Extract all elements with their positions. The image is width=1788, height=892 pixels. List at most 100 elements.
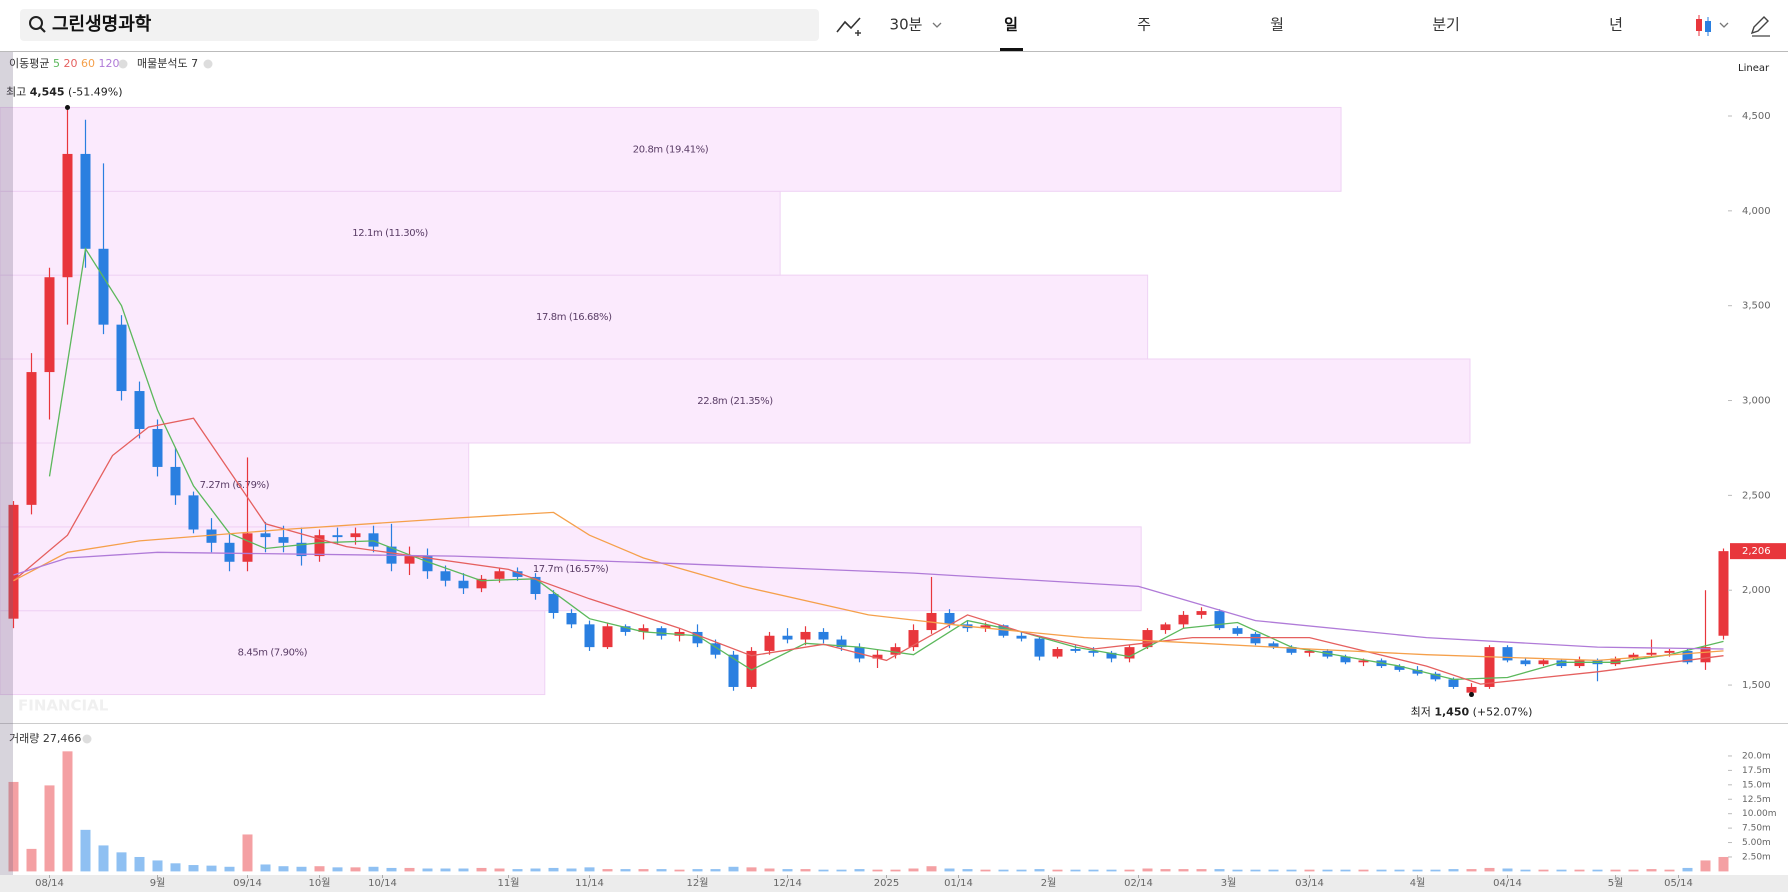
volume-tick-label: 10.00m <box>1742 809 1777 819</box>
volume-bar <box>584 867 595 872</box>
candle-body <box>782 635 793 640</box>
search-text[interactable]: 그린생명과학 <box>52 13 152 35</box>
candle-body <box>1016 635 1027 639</box>
volume-bar <box>854 869 865 872</box>
volume-bar <box>1322 869 1333 872</box>
volume-bar <box>1196 869 1207 872</box>
scale-mode[interactable]: Linear <box>1738 63 1770 74</box>
x-tick-label: 2월 <box>1041 877 1057 889</box>
date-strip <box>0 875 1788 892</box>
selection-overlay <box>0 52 13 875</box>
profile-label: 7.27m (6.79%) <box>200 480 270 491</box>
extreme-dot <box>65 104 70 110</box>
volume-bar <box>332 867 343 872</box>
chart-tool-icon[interactable] <box>836 17 861 33</box>
volume-bar <box>116 852 127 872</box>
candle-body <box>818 631 829 640</box>
volume-tick-label: 20.0m <box>1742 751 1771 761</box>
candle-body <box>1142 630 1153 648</box>
volume-bar <box>818 869 829 872</box>
extreme-change: (-51.49%) <box>68 85 123 98</box>
candle-body <box>1034 638 1045 657</box>
volume-bar <box>296 866 307 872</box>
remove-indicator[interactable] <box>82 734 92 744</box>
x-tick-label: 5월 <box>1608 877 1624 889</box>
candle-body <box>422 556 433 572</box>
profile-bar <box>0 442 470 528</box>
volume-bar <box>1484 867 1495 872</box>
x-tick-label: 09/14 <box>233 878 262 889</box>
candle-body <box>566 612 577 625</box>
profile-label: 8.45m (7.90%) <box>238 648 308 659</box>
candle-body <box>1196 611 1207 615</box>
volume-bar <box>1574 869 1585 872</box>
ma-name: 120 <box>98 57 119 70</box>
interval-button[interactable]: 30분 <box>890 16 923 34</box>
candle-body <box>1718 551 1729 636</box>
volume-bar <box>152 860 163 872</box>
volume-bar <box>350 867 361 872</box>
candle-body <box>98 248 109 325</box>
volume-bar <box>206 865 217 872</box>
watermark: FINANCIAL <box>18 697 109 715</box>
volume-bar <box>836 869 847 872</box>
candle-body <box>1664 650 1675 653</box>
candle-body <box>1484 647 1495 687</box>
candle-body <box>350 533 361 538</box>
candle-body <box>980 625 991 629</box>
volume-tick-label: 7.50m <box>1742 824 1771 834</box>
candle-body <box>548 594 559 613</box>
volume-bar <box>278 866 289 872</box>
volume-bar <box>926 866 937 872</box>
draw-icon[interactable] <box>1750 16 1770 37</box>
extreme-change: (+52.07%) <box>1473 706 1533 719</box>
volume-bar <box>1466 869 1477 872</box>
search-box[interactable] <box>20 9 819 41</box>
candle-body <box>854 647 865 659</box>
candle-body <box>1304 650 1315 653</box>
volume-bar <box>386 867 397 872</box>
candle-body <box>1106 652 1117 659</box>
volume-bar <box>1250 869 1261 872</box>
extreme-label: 최고 4,545 (-51.49%) <box>6 85 123 98</box>
profile-label: 매물분석도 7 <box>137 57 198 70</box>
candle-body <box>656 628 667 636</box>
remove-indicator[interactable] <box>203 59 213 69</box>
volume-bar <box>26 848 37 872</box>
y-tick-label: 2,000 <box>1742 585 1771 596</box>
tab[interactable]: 일 <box>1004 16 1018 34</box>
volume-bar <box>134 856 145 872</box>
x-tick-label: 03/14 <box>1295 878 1324 889</box>
volume-bar <box>1268 869 1279 872</box>
tab[interactable]: 월 <box>1270 16 1284 34</box>
tab[interactable]: 주 <box>1137 16 1151 34</box>
volume-bar <box>944 868 955 872</box>
candle-body <box>800 631 811 640</box>
candle-body <box>512 571 523 577</box>
volume-bar <box>1520 869 1531 872</box>
candle-body <box>620 626 631 632</box>
indicator-legend: 이동평균 5 20 60 120 <box>9 57 119 70</box>
candle-body <box>1358 660 1369 663</box>
candle-body <box>1682 650 1693 663</box>
volume-bar <box>1682 867 1693 872</box>
remove-indicator[interactable] <box>118 59 128 69</box>
candle-body <box>80 153 91 249</box>
y-tick-label: 3,000 <box>1742 396 1771 407</box>
volume-bar <box>440 868 451 872</box>
volume-bar <box>1142 868 1153 872</box>
candle-body <box>404 556 415 564</box>
x-tick-label: 11월 <box>498 877 520 889</box>
candle-body <box>476 578 487 589</box>
volume-bar <box>962 869 973 872</box>
candle-type-icon[interactable] <box>1696 15 1729 36</box>
candle-body <box>728 654 739 687</box>
tab[interactable]: 년 <box>1609 16 1623 34</box>
tab[interactable]: 분기 <box>1432 16 1460 34</box>
candle-body <box>1628 654 1639 659</box>
x-tick-label: 9월 <box>150 877 166 889</box>
candle-body <box>224 542 235 562</box>
candle-body <box>494 571 505 579</box>
volume-bar <box>1628 869 1639 872</box>
volume-bar <box>422 868 433 872</box>
